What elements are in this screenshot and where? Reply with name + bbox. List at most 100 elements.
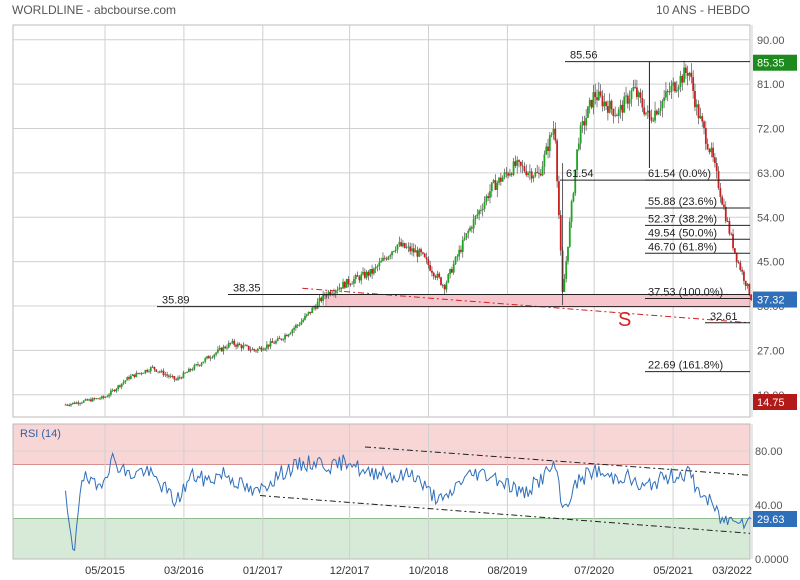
candle-body: [407, 246, 410, 248]
candle-body: [458, 249, 461, 257]
rsi-value-badge: 29.63: [753, 510, 797, 527]
candle-body: [182, 372, 185, 378]
candle-body: [521, 165, 524, 167]
candle-body: [519, 161, 522, 166]
rsi-panel-frame: [12, 423, 751, 560]
candle-body: [612, 108, 615, 116]
candle-body: [492, 180, 495, 183]
candle-body: [336, 289, 339, 291]
candle-body: [605, 101, 607, 106]
rsi-overbought-zone: [13, 424, 750, 465]
candle-body: [269, 341, 272, 347]
x-tick-label: 07/2020: [574, 565, 614, 577]
candle-body: [476, 214, 479, 216]
candle-body: [563, 278, 566, 292]
candle-body: [113, 389, 116, 392]
candle-body: [708, 149, 711, 153]
candle-body: [333, 293, 335, 295]
candle-body: [449, 269, 451, 275]
price-panel-frame: [12, 24, 751, 418]
level-label: 37.53 (100.0%): [648, 287, 723, 299]
candle-body: [392, 250, 395, 252]
candle-body: [438, 273, 441, 278]
candle-body: [68, 405, 71, 406]
candle-body: [565, 261, 568, 279]
candle-body: [120, 383, 123, 387]
candle-body: [75, 402, 78, 404]
candle-body: [579, 125, 582, 144]
x-axis: 05/2015 03/2016 01/2017 12/2017 10/2018 08/20…: [85, 565, 752, 577]
candle-body: [64, 404, 67, 406]
candle-body: [465, 233, 468, 239]
candle-body: [510, 173, 513, 175]
candle-body: [296, 324, 299, 326]
candle-body: [178, 377, 181, 379]
candle-body: [304, 315, 306, 320]
candle-body: [715, 163, 718, 172]
candle-body: [255, 350, 257, 352]
candle-body: [634, 87, 636, 88]
candle-body: [672, 82, 675, 86]
price-badge-label: 85.35: [757, 58, 785, 70]
level-label: 55.88 (23.6%): [648, 196, 717, 208]
candle-body: [380, 260, 383, 263]
price-tick-label: 45.00: [757, 257, 785, 269]
candle-body: [654, 110, 656, 121]
candle-body: [82, 400, 85, 403]
candle-body: [735, 252, 738, 263]
candle-body: [701, 116, 704, 122]
candle-body: [456, 256, 459, 258]
candle-body: [423, 253, 426, 258]
price-badge: [753, 291, 797, 308]
candle-body: [670, 85, 673, 92]
candle-body: [97, 398, 100, 400]
candle-body: [679, 75, 682, 87]
candle-body: [396, 244, 399, 250]
price-tick-label: 27.00: [757, 345, 785, 357]
candle-body: [382, 257, 384, 261]
candle-body: [414, 250, 417, 253]
candle-body: [750, 294, 753, 300]
candle-body: [302, 319, 305, 322]
candle-body: [505, 172, 508, 174]
candle-body: [198, 364, 201, 366]
candle-body: [748, 283, 751, 295]
price-tick-label: 63.00: [757, 168, 785, 180]
candle-body: [177, 377, 179, 380]
candle-body: [242, 345, 245, 349]
candle-body: [309, 311, 312, 313]
x-tick-label: 12/2017: [330, 565, 370, 577]
candle-body: [275, 340, 277, 344]
candle-body: [719, 188, 722, 197]
candle-body: [91, 398, 94, 402]
candle-body: [71, 402, 74, 404]
price-badge-label: 37.32: [757, 295, 785, 307]
candle-body: [247, 345, 250, 350]
candle-body: [322, 293, 325, 302]
candle-body: [295, 325, 297, 328]
candle-body: [313, 307, 315, 309]
candle-body: [353, 279, 355, 284]
candle-body: [454, 256, 457, 265]
level-label: 49.54 (50.0%): [648, 227, 717, 239]
candle-body: [73, 402, 76, 404]
candle-body: [200, 363, 203, 366]
candle-body: [215, 352, 217, 355]
candle-body: [596, 97, 598, 101]
candle-body: [133, 374, 136, 377]
candle-body: [119, 385, 121, 387]
rsi-title: RSI (14): [20, 428, 61, 440]
candle-body: [356, 275, 359, 277]
x-tick-label: 10/2018: [409, 565, 449, 577]
candle-body: [545, 146, 548, 155]
candle-body: [327, 291, 330, 296]
support-annotation: S: [618, 309, 631, 331]
candle-body: [284, 335, 286, 340]
candle-body: [320, 297, 323, 302]
candle-body: [146, 370, 149, 372]
candle-body: [739, 262, 742, 271]
candle-body: [238, 343, 241, 346]
candle-body: [207, 356, 210, 359]
candle-body: [90, 399, 92, 402]
candle-body: [646, 110, 649, 113]
